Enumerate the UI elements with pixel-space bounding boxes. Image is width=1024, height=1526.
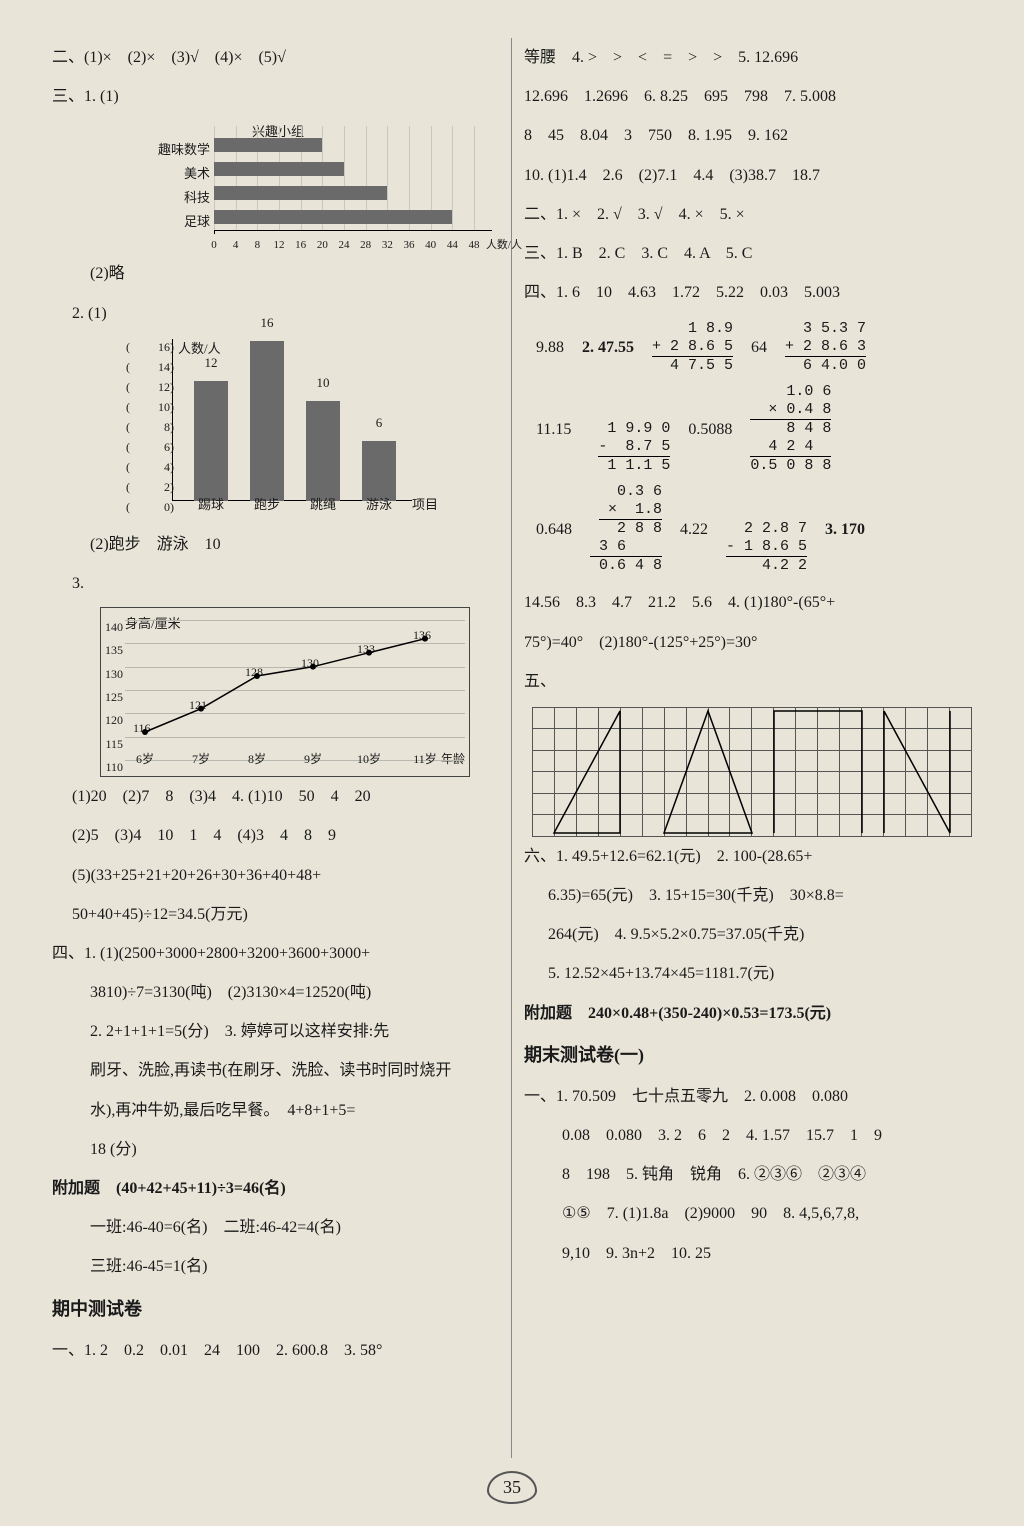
math-row-1: 9.88 2. 47.55 1 8.9 + 2 8.6 5 4 7.5 5 64… — [536, 320, 972, 375]
line: 水),再冲牛奶,最后吃早餐。 4+8+1+5= — [52, 1091, 499, 1130]
horizontal-bar-chart: 兴趣小组 04812162024283236404448人数/人趣味数学美术科技… — [152, 120, 492, 250]
line: 三、1. B 2. C 3. C 4. A 5. C — [524, 234, 972, 273]
line: 8 45 8.04 3 750 8. 1.95 9. 162 — [524, 116, 972, 155]
line: 二、(1)× (2)× (3)√ (4)× (5)√ — [52, 38, 499, 77]
line: 一班:46-40=6(名) 二班:46-42=4(名) — [52, 1208, 499, 1247]
line: 二、1. × 2. √ 3. √ 4. × 5. × — [524, 195, 972, 234]
line: (2)5 (3)4 10 1 4 (4)3 4 8 9 — [52, 816, 499, 855]
line: 六、1. 49.5+12.6=62.1(元) 2. 100-(28.65+ — [524, 837, 972, 876]
line: 3810)÷7=3130(吨) (2)3130×4=12520(吨) — [52, 973, 499, 1012]
line: 等腰 4. > > < = > > 5. 12.696 — [524, 38, 972, 77]
line: 一、1. 70.509 七十点五零九 2. 0.008 0.080 — [524, 1077, 972, 1116]
line: 50+40+45)÷12=34.5(万元) — [52, 895, 499, 934]
line: 18 (分) — [52, 1130, 499, 1169]
line: 12.696 1.2696 6. 8.25 695 798 7. 5.008 — [524, 77, 972, 116]
line: 9,10 9. 3n+2 10. 25 — [524, 1234, 972, 1273]
left-column: 二、(1)× (2)× (3)√ (4)× (5)√ 三、1. (1) 兴趣小组… — [40, 38, 512, 1458]
line: 5. 12.52×45+13.74×45=1181.7(元) — [524, 954, 972, 993]
line: (2)略 — [52, 254, 499, 293]
grid-figure — [532, 707, 972, 837]
line: 6.35)=65(元) 3. 15+15=30(千克) 30×8.8= — [524, 876, 972, 915]
grid-shapes — [532, 707, 972, 837]
line: 3. — [52, 564, 499, 603]
section-heading: 期中测试卷 — [52, 1287, 499, 1331]
x-unit: 项目 — [412, 489, 438, 521]
line: (1)20 (2)7 8 (3)4 4. (1)10 50 4 20 — [52, 777, 499, 816]
line: 8 198 5. 钝角 锐角 6. ②③⑥ ②③④ — [524, 1155, 972, 1194]
line: 附加题 (40+42+45+11)÷3=46(名) — [52, 1169, 499, 1208]
line: 附加题 240×0.48+(350-240)×0.53=173.5(元) — [524, 994, 972, 1033]
line: 14.56 8.3 4.7 21.2 5.6 4. (1)180°-(65°+ — [524, 583, 972, 622]
line: 刷牙、洗脸,再读书(在刷牙、洗脸、读书时同时烧开 — [52, 1051, 499, 1090]
line: 75°)=40° (2)180°-(125°+25°)=30° — [524, 623, 972, 662]
line: (2)跑步 游泳 10 — [52, 525, 499, 564]
line: 三、1. (1) — [52, 77, 499, 116]
line: 五、 — [524, 662, 972, 701]
line: 10. (1)1.4 2.6 (2)7.1 4.4 (3)38.7 18.7 — [524, 156, 972, 195]
line: ①⑤ 7. (1)1.8a (2)9000 90 8. 4,5,6,7,8, — [524, 1194, 972, 1233]
line: (5)(33+25+21+20+26+30+36+40+48+ — [52, 856, 499, 895]
section-heading: 期末测试卷(一) — [524, 1033, 972, 1077]
line: 四、1. (1)(2500+3000+2800+3200+3600+3000+ — [52, 934, 499, 973]
line: 四、1. 6 10 4.63 1.72 5.22 0.03 5.003 — [524, 273, 972, 312]
math-row-2: 11.15 1 9.9 0 - 8.7 5 1 1.1 5 0.5088 1.0… — [536, 383, 972, 475]
vertical-bar-chart: 人数/人 项目 0()2()4()6()8()10()12()14()16()1… — [122, 335, 432, 525]
page-number: 35 — [0, 1471, 1024, 1504]
line: 三班:46-45=1(名) — [52, 1247, 499, 1286]
right-column: 等腰 4. > > < = > > 5. 12.696 12.696 1.269… — [512, 38, 984, 1458]
line: 0.08 0.080 3. 2 6 2 4. 1.57 15.7 1 9 — [524, 1116, 972, 1155]
line: 一、1. 2 0.2 0.01 24 100 2. 600.8 3. 58° — [52, 1331, 499, 1370]
line-chart: 身高/厘米 年龄 1101151201251301351401166岁1217岁… — [100, 607, 470, 777]
line: 2. 2+1+1+1=5(分) 3. 婷婷可以这样安排:先 — [52, 1012, 499, 1051]
line: 264(元) 4. 9.5×5.2×0.75=37.05(千克) — [524, 915, 972, 954]
math-row-3: 0.648 0.3 6 × 1.8 2 8 8 3 6 0.6 4 8 4.22… — [536, 483, 972, 575]
